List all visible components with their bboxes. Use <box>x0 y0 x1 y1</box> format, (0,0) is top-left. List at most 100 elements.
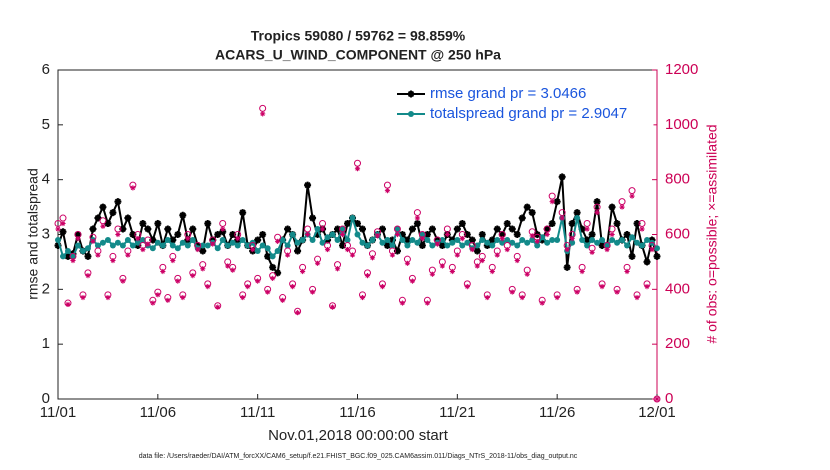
spread-marker <box>179 239 186 246</box>
chart-title: Tropics 59080 / 59762 = 98.859% <box>251 28 466 44</box>
obs-assimilated <box>304 231 311 238</box>
rmse-marker <box>149 236 157 244</box>
obs-assimilated <box>155 292 161 298</box>
spread-marker <box>354 231 361 238</box>
obs-assimilated <box>464 283 470 290</box>
rmse-marker <box>284 225 292 233</box>
obs-assimilated <box>110 257 116 264</box>
obs-assimilated <box>240 294 246 301</box>
obs-assimilated <box>95 252 101 258</box>
rmse-marker <box>558 173 566 181</box>
obs-assimilated <box>524 271 530 277</box>
rmse-marker <box>354 220 361 228</box>
obs-assimilated <box>145 241 151 247</box>
spread-marker <box>554 236 561 243</box>
spread-marker <box>499 239 506 246</box>
obs-assimilated <box>644 283 650 290</box>
rmse-marker <box>593 198 601 206</box>
rmse-marker <box>214 231 222 238</box>
y2-tick-label: 0 <box>665 390 673 407</box>
spread-marker <box>549 236 556 243</box>
spread-marker <box>104 236 111 243</box>
rmse-marker <box>179 211 187 219</box>
spread-marker <box>614 239 621 246</box>
spread-marker <box>79 247 86 254</box>
rmse-marker <box>408 225 416 233</box>
spread-marker <box>429 242 436 249</box>
rmse-marker <box>383 241 391 249</box>
obs-assimilated <box>569 236 575 242</box>
obs-assimilated <box>85 273 91 279</box>
series <box>55 111 660 402</box>
spread-marker <box>214 245 221 252</box>
spread-marker <box>539 234 546 241</box>
spread-marker <box>289 231 296 238</box>
y2-axis-label: # of obs: o=possible; ×=assimilated <box>704 124 720 343</box>
obs-assimilated <box>459 236 465 242</box>
rmse-marker <box>378 225 386 233</box>
rmse-marker <box>388 236 396 244</box>
rmse-marker <box>104 220 112 228</box>
obs-assimilated <box>469 246 475 253</box>
spread-marker <box>584 242 591 249</box>
y2-tick-label: 400 <box>665 280 690 297</box>
rmse-marker <box>144 225 152 233</box>
obs-assimilated <box>559 215 565 221</box>
rmse-marker <box>94 214 102 222</box>
rmse-marker <box>488 236 496 244</box>
rmse-marker <box>528 209 536 217</box>
y-tick-label: 5 <box>42 116 50 133</box>
rmse-marker <box>463 231 471 238</box>
obs-assimilated <box>589 249 595 255</box>
rmse-marker <box>468 236 476 244</box>
obs-assimilated <box>494 252 500 258</box>
rmse-marker <box>229 231 237 238</box>
spread-marker <box>524 239 531 246</box>
rmse-marker <box>239 209 247 217</box>
rmse-marker <box>643 258 651 266</box>
obs-assimilated <box>429 271 435 277</box>
obs-assimilated <box>324 246 331 253</box>
rmse-marker <box>518 214 526 222</box>
obs-assimilated <box>634 294 640 301</box>
spread-marker <box>589 236 596 243</box>
spread-marker <box>479 236 486 243</box>
spread-marker <box>419 231 426 238</box>
spread-marker <box>154 239 161 246</box>
rmse-marker <box>109 209 117 217</box>
spread-marker <box>74 242 81 249</box>
spread-marker <box>459 242 466 249</box>
obs-assimilated <box>619 204 625 210</box>
spread-marker <box>294 239 301 246</box>
rmse-marker <box>473 247 481 255</box>
obs-assimilated <box>314 260 321 266</box>
spread-marker <box>399 236 406 243</box>
spread-marker <box>389 242 396 249</box>
obs-assimilated <box>60 220 66 227</box>
obs-assimilated <box>474 263 480 269</box>
spread-marker <box>274 247 281 254</box>
spread-marker <box>424 236 431 243</box>
spread-marker <box>314 226 321 233</box>
rmse-marker <box>139 220 147 228</box>
spread-marker <box>239 236 246 243</box>
obs-assimilated <box>404 260 411 266</box>
obs-assimilated <box>140 246 146 253</box>
obs-assimilated <box>394 231 401 238</box>
rmse-marker <box>583 236 591 244</box>
legend-label: rmse grand pr = 3.0466 <box>430 85 586 102</box>
spread-marker <box>184 242 191 249</box>
spread-marker <box>114 239 121 246</box>
spread-marker <box>569 239 576 246</box>
obs-assimilated <box>90 238 96 244</box>
obs-assimilated <box>329 304 336 310</box>
spread-marker <box>169 242 176 249</box>
spread-marker <box>229 239 236 246</box>
spread-marker <box>364 242 371 249</box>
obs-assimilated <box>135 236 141 242</box>
rmse-marker <box>189 225 197 233</box>
obs-assimilated <box>374 233 381 239</box>
obs-assimilated <box>609 231 615 238</box>
y-tick-label: 2 <box>42 280 50 297</box>
obs-assimilated <box>349 252 356 258</box>
